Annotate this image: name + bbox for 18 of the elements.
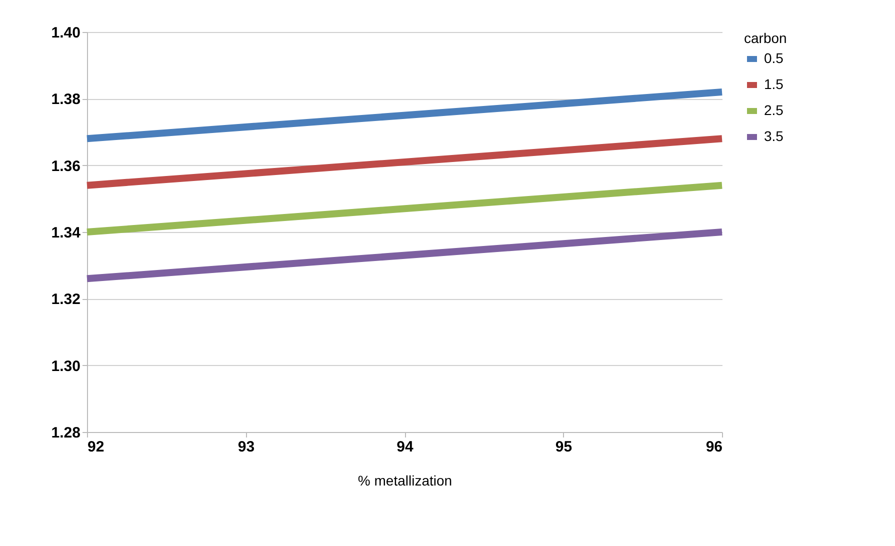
x-tick-label: 93 — [238, 438, 255, 456]
legend-title: carbon — [744, 30, 787, 46]
y-tick-label: 1.38 — [51, 91, 80, 108]
y-tick-label: 1.36 — [51, 158, 80, 175]
legend-label: 2.5 — [764, 102, 784, 118]
x-tick-label: 94 — [396, 438, 414, 456]
y-tick-label: 1.32 — [51, 291, 80, 308]
y-tick-label: 1.40 — [51, 24, 80, 42]
y-tick-label: 1.30 — [51, 358, 80, 375]
y-tick-label: 1.34 — [51, 224, 82, 242]
legend-label: 3.5 — [764, 128, 784, 144]
x-axis-title: % metallization — [358, 472, 452, 488]
x-tick-label: 96 — [706, 438, 722, 456]
legend-label: 0.5 — [764, 50, 784, 66]
x-tick-label: 92 — [88, 438, 104, 456]
x-tick-label: 95 — [555, 438, 572, 456]
legend-label: 1.5 — [764, 76, 784, 92]
y-tick-label: 1.28 — [51, 424, 80, 442]
